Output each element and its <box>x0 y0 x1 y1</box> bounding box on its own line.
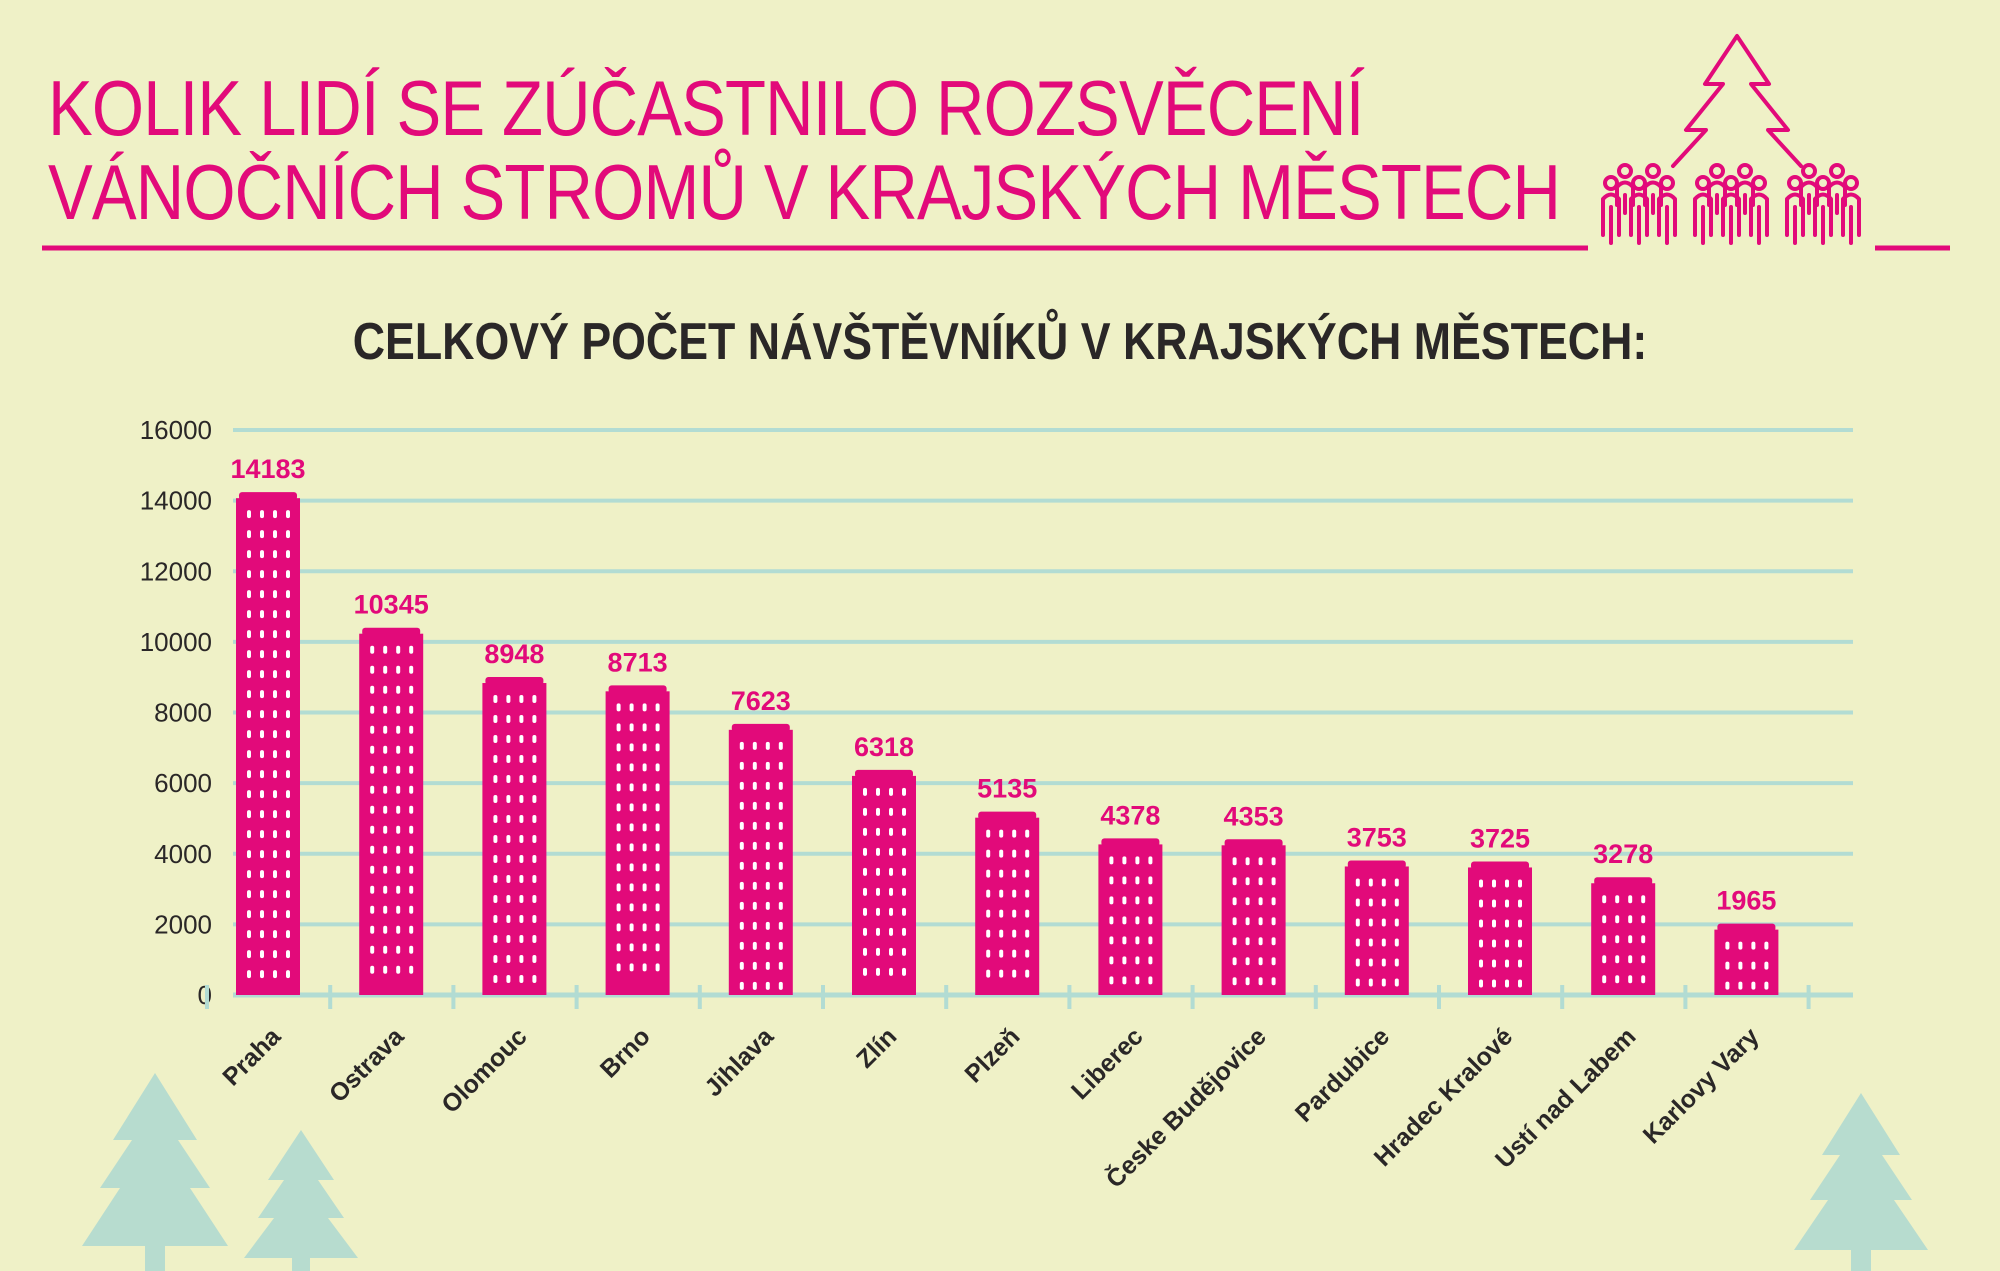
data-label: 7623 <box>731 686 791 716</box>
data-label: 8713 <box>608 647 668 677</box>
data-label: 4378 <box>1100 800 1160 830</box>
bar <box>1591 877 1656 995</box>
data-label: 8948 <box>484 639 544 669</box>
y-tick-label: 12000 <box>140 556 212 586</box>
bar <box>359 627 424 995</box>
tree-left-small-icon <box>244 1130 358 1271</box>
bar <box>482 677 547 995</box>
page-title: KOLIK LIDÍ SE ZÚČASTNILO ROZSVĚCENÍ VÁNO… <box>48 64 1561 236</box>
y-tick-label: 6000 <box>154 768 212 798</box>
data-label: 14183 <box>230 454 305 484</box>
bar <box>1344 860 1409 995</box>
bar <box>1468 861 1532 995</box>
data-labels: 14183 10345 8948 8713 7623 6318 5135 4378 4353 37… <box>230 454 1776 915</box>
x-tick-label: Zlín <box>851 1022 902 1073</box>
x-axis-ticks: Praha Ostrava Olomouc Brno Jihlava Zlín Plzeň L… <box>205 985 1811 1194</box>
data-label: 5135 <box>977 774 1037 804</box>
y-tick-label: 10000 <box>140 627 212 657</box>
x-tick-label: Pardubice <box>1290 1022 1395 1127</box>
bar <box>605 685 670 995</box>
data-label: 3725 <box>1470 823 1530 853</box>
y-tick-label: 4000 <box>154 839 212 869</box>
bar <box>728 723 793 995</box>
x-tick-label: Ostrava <box>324 1022 410 1108</box>
y-tick-label: 14000 <box>140 486 212 516</box>
y-tick-label: 2000 <box>154 909 212 939</box>
bar <box>1221 839 1286 995</box>
data-label: 3753 <box>1347 822 1407 852</box>
x-tick-label: Jihlava <box>699 1022 780 1103</box>
bar <box>236 492 300 995</box>
x-tick-label: Olomouc <box>436 1022 532 1118</box>
crowd-tree-icon <box>1601 34 1861 245</box>
bar <box>852 769 916 995</box>
bar <box>1714 923 1779 995</box>
tree-left-large-icon <box>82 1073 228 1271</box>
bars <box>236 492 1779 995</box>
data-label: 10345 <box>354 590 429 620</box>
data-label: 6318 <box>854 732 914 762</box>
tree-right-icon <box>1794 1093 1928 1271</box>
data-label: 4353 <box>1224 801 1284 831</box>
bar <box>975 811 1040 995</box>
x-tick-label: Praha <box>217 1022 287 1092</box>
title-line-2: VÁNOČNÍCH STROMŮ V KRAJSKÝCH MĚSTECH <box>48 148 1561 236</box>
x-tick-label: Brno <box>595 1022 656 1083</box>
y-tick-label: 16000 <box>140 415 212 445</box>
title-line-1: KOLIK LIDÍ SE ZÚČASTNILO ROZSVĚCENÍ <box>48 64 1364 152</box>
data-label: 3278 <box>1593 839 1653 869</box>
bar <box>1098 838 1163 995</box>
y-tick-label: 8000 <box>154 698 212 728</box>
x-tick-label: Karlovy Vary <box>1638 1022 1765 1149</box>
x-tick-label: Plzeň <box>959 1022 1025 1088</box>
y-tick-label: 0 <box>198 980 212 1010</box>
chart-title: CELKOVÝ POČET NÁVŠTĚVNÍKŮ V KRAJSKÝCH MĚ… <box>352 313 1648 371</box>
x-tick-label: Liberec <box>1066 1022 1149 1105</box>
y-axis-ticks: 0 2000 4000 6000 8000 10000 12000 14000 16000 <box>140 415 212 1010</box>
data-label: 1965 <box>1716 886 1776 916</box>
